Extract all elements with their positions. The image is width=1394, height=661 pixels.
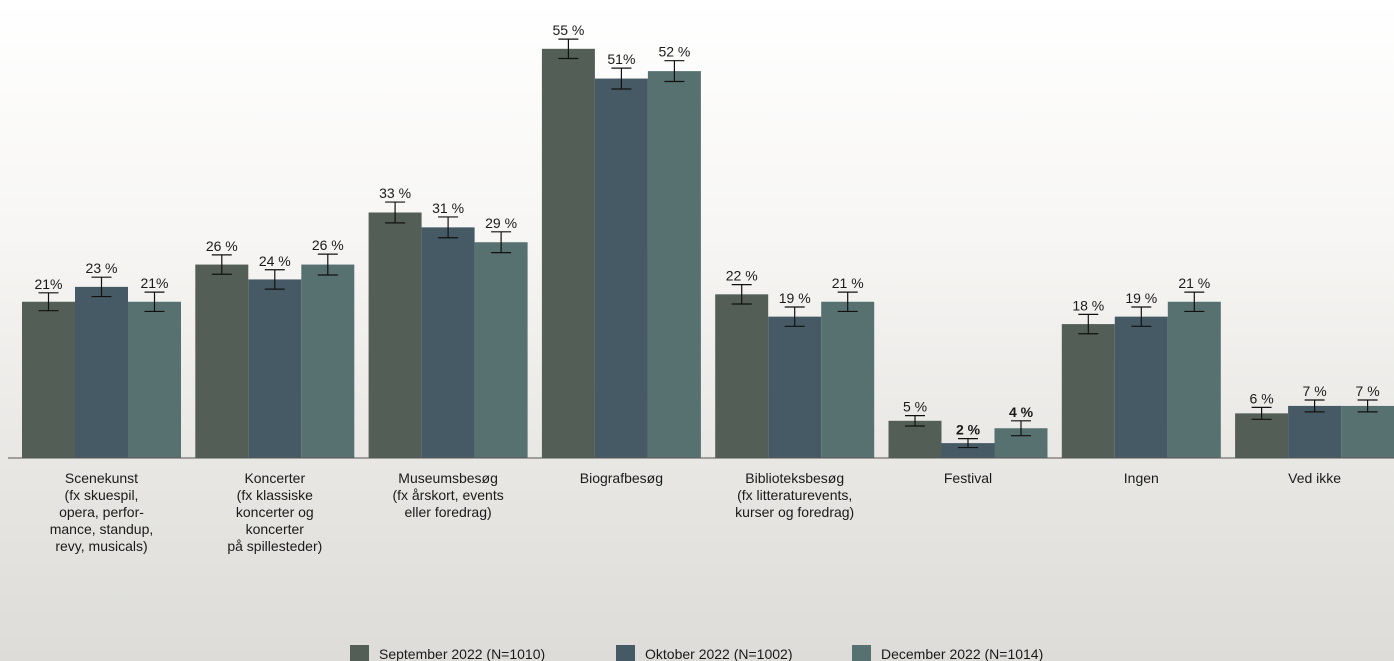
error-bars-layer xyxy=(38,38,1378,449)
bar-7-series-3 xyxy=(1167,301,1221,458)
value-label-3-series-2: 31 % xyxy=(432,200,464,216)
error-bar-6-series-3 xyxy=(1011,420,1031,437)
category-label-7: Ingen xyxy=(1124,470,1159,486)
category-label-4: Biografbesøg xyxy=(580,470,663,486)
category-labels-layer: Scenekunst (fx skuespil, opera, perfor-man… xyxy=(50,470,1342,554)
bar-1-series-1 xyxy=(22,301,75,458)
value-label-8-series-1: 6 % xyxy=(1250,390,1274,406)
value-label-2-series-3: 26 % xyxy=(312,237,344,253)
value-label-8-series-2: 7 % xyxy=(1303,383,1327,399)
legend-item-3: December 2022 (N=1014) xyxy=(852,645,1043,661)
bar-2-series-2 xyxy=(248,279,302,458)
value-label-4-series-2: 51% xyxy=(607,51,635,67)
error-bar-6-series-2 xyxy=(958,438,978,449)
bar-6-series-2 xyxy=(941,443,995,458)
legend-swatch-3 xyxy=(852,645,871,661)
bar-5-series-3 xyxy=(821,301,875,458)
error-bar-1-series-2 xyxy=(91,276,112,298)
legend-item-2: Oktober 2022 (N=1002) xyxy=(616,645,792,661)
value-label-1-series-3: 21% xyxy=(140,275,168,291)
legend-label-3: December 2022 (N=1014) xyxy=(881,646,1043,661)
bar-4-series-3 xyxy=(647,71,701,459)
value-label-5-series-2: 19 % xyxy=(779,290,811,306)
value-label-5-series-1: 22 % xyxy=(726,268,758,284)
bar-8-series-1 xyxy=(1235,413,1289,458)
error-bar-1-series-1 xyxy=(38,292,59,312)
error-bar-6-series-1 xyxy=(905,414,925,427)
value-labels-layer: 21% 23 % 21% 26 % 24 % 26 % 33 % 31 % 29 % 55 % 51… xyxy=(34,22,1379,438)
category-label-8: Ved ikke xyxy=(1288,470,1341,486)
value-label-8-series-3: 7 % xyxy=(1356,383,1380,399)
error-bar-7-series-3 xyxy=(1184,291,1205,313)
legend-swatch-1 xyxy=(350,645,369,661)
error-bar-4-series-3 xyxy=(664,60,685,83)
category-label-6: Festival xyxy=(944,470,992,486)
value-label-6-series-2: 2 % xyxy=(956,422,981,438)
value-label-3-series-3: 29 % xyxy=(485,215,517,231)
error-bar-5-series-2 xyxy=(784,306,805,327)
bar-2-series-1 xyxy=(195,264,249,458)
error-bar-3-series-2 xyxy=(438,216,459,239)
value-label-7-series-3: 21 % xyxy=(1178,275,1210,291)
bars-layer xyxy=(22,48,1394,459)
bar-3-series-3 xyxy=(474,242,528,458)
bar-5-series-1 xyxy=(715,294,769,458)
error-bar-3-series-3 xyxy=(491,231,512,254)
error-bar-8-series-1 xyxy=(1251,406,1272,420)
category-label-2: Koncerter (fx klassiske koncerter og koncer… xyxy=(227,470,322,554)
category-label-1: Scenekunst (fx skuespil, opera, perfor-man… xyxy=(50,470,154,554)
value-label-2-series-2: 24 % xyxy=(259,253,291,269)
value-label-7-series-1: 18 % xyxy=(1072,297,1104,313)
bar-3-series-2 xyxy=(421,227,475,458)
legend-item-1: September 2022 (N=1010) xyxy=(350,645,545,661)
error-bar-7-series-2 xyxy=(1131,306,1152,327)
value-label-1-series-2: 23 % xyxy=(86,260,118,276)
bar-2-series-3 xyxy=(301,264,355,458)
value-label-6-series-1: 5 % xyxy=(903,399,927,415)
value-label-4-series-3: 52 % xyxy=(658,44,690,60)
error-bar-1-series-3 xyxy=(144,291,165,313)
value-label-1-series-1: 21% xyxy=(34,276,62,292)
bar-7-series-2 xyxy=(1114,316,1168,458)
bar-3-series-1 xyxy=(368,212,422,458)
value-label-5-series-3: 21 % xyxy=(832,275,864,291)
error-bar-7-series-1 xyxy=(1078,313,1099,335)
bar-4-series-1 xyxy=(541,48,595,459)
value-label-3-series-1: 33 % xyxy=(379,185,411,201)
error-bar-4-series-2 xyxy=(611,67,632,90)
value-label-2-series-1: 26 % xyxy=(206,238,238,254)
legend-swatch-2 xyxy=(616,645,635,661)
bar-8-series-2 xyxy=(1288,405,1342,458)
error-bar-5-series-1 xyxy=(731,284,752,305)
value-label-6-series-3: 4 % xyxy=(1009,404,1034,420)
legend-label-1: September 2022 (N=1010) xyxy=(379,646,545,661)
legend: September 2022 (N=1010) Oktober 2022 (N=1… xyxy=(350,645,1043,661)
bar-5-series-2 xyxy=(768,316,822,458)
bar-6-series-1 xyxy=(888,420,942,458)
bar-1-series-3 xyxy=(128,301,181,458)
bar-8-series-3 xyxy=(1341,405,1394,458)
error-bar-8-series-3 xyxy=(1357,399,1378,413)
category-label-5: Biblioteksbesøg (fx litteraturevents, kurs… xyxy=(735,470,854,520)
category-label-3: Museumsbesøg (fx årskort, events eller for… xyxy=(392,470,503,520)
error-bar-8-series-2 xyxy=(1304,399,1325,413)
error-bar-4-series-1 xyxy=(558,38,579,60)
error-bar-2-series-3 xyxy=(317,253,338,276)
bar-4-series-2 xyxy=(594,78,648,458)
error-bar-5-series-3 xyxy=(837,291,858,313)
error-bar-2-series-1 xyxy=(211,254,232,275)
error-bar-3-series-1 xyxy=(385,201,406,224)
value-label-7-series-2: 19 % xyxy=(1125,290,1157,306)
bar-7-series-1 xyxy=(1061,324,1115,458)
error-bar-2-series-2 xyxy=(264,269,285,290)
bar-1-series-2 xyxy=(75,286,128,458)
legend-label-2: Oktober 2022 (N=1002) xyxy=(645,646,792,661)
value-label-4-series-1: 55 % xyxy=(552,22,584,38)
